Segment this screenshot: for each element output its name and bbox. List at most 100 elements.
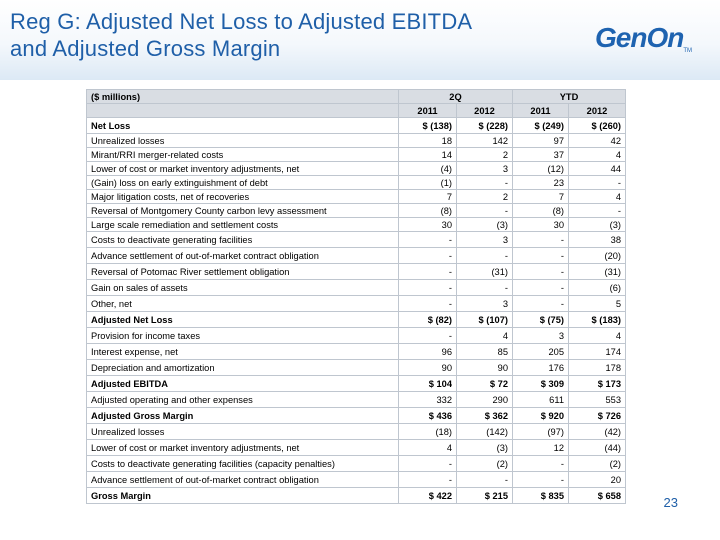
row-value: 176 — [512, 359, 569, 376]
row-value: 90 — [398, 359, 457, 376]
row-value: (31) — [567, 263, 627, 280]
row-value: - — [456, 279, 513, 296]
row-value: (31) — [456, 263, 513, 280]
row-label: Interest expense, net — [86, 343, 399, 360]
slide-title: Reg G: Adjusted Net Loss to Adjusted EBI… — [10, 8, 570, 62]
table-row: Adjusted Gross Margin $ 436 $ 362 $ 920 $ 72… — [86, 407, 627, 424]
table-row: Unrealized losses 18 142 97 42 — [86, 133, 627, 148]
row-value: 14 — [398, 147, 457, 162]
row-label: Advance settlement of out-of-market cont… — [86, 471, 399, 488]
row-label: Depreciation and amortization — [86, 359, 399, 376]
row-value: (4) — [398, 161, 457, 176]
row-value: (12) — [512, 161, 569, 176]
table-row: (Gain) loss on early extinguishment of d… — [86, 175, 627, 190]
logo-text: GenOn — [594, 22, 684, 53]
row-label: Provision for income taxes — [86, 327, 399, 344]
row-value: 611 — [512, 391, 569, 408]
row-value: 4 — [398, 439, 457, 456]
row-value: $ (260) — [567, 117, 627, 134]
group-header-2q: 2Q — [398, 89, 513, 104]
row-value: (6) — [567, 279, 627, 296]
table-row: Other, net -3-5 — [86, 295, 627, 312]
row-value: $ 658 — [567, 487, 627, 504]
table-row: Interest expense, net 96 85 205 174 — [86, 343, 627, 360]
row-value: 205 — [512, 343, 569, 360]
table-row: Reversal of Montgomery County carbon lev… — [86, 203, 627, 218]
row-value: 3 — [456, 161, 513, 176]
table-row: Provision for income taxes -4 3 4 — [86, 327, 627, 344]
row-value: 97 — [512, 133, 569, 148]
row-value: (142) — [456, 423, 513, 440]
row-value: 85 — [456, 343, 513, 360]
table-row: Depreciation and amortization 90 90 176 178 — [86, 359, 627, 376]
row-value: 90 — [456, 359, 513, 376]
row-value: - — [456, 203, 513, 218]
row-value: 96 — [398, 343, 457, 360]
row-label: Reversal of Potomac River settlement obl… — [86, 263, 399, 280]
row-value: $ (228) — [456, 117, 513, 134]
table-row: Adjusted operating and other expenses 332… — [86, 391, 627, 408]
row-value: - — [398, 279, 457, 296]
row-value: (2) — [456, 455, 513, 472]
table-row: Costs to deactivate generating facilitie… — [86, 231, 627, 248]
row-value: 4 — [567, 327, 627, 344]
row-value: 30 — [512, 217, 569, 232]
table-row: Unrealized losses (18) (142) (97) (42) — [86, 423, 627, 440]
row-label: Lower of cost or market inventory adjust… — [86, 439, 399, 456]
page-number: 23 — [663, 495, 678, 510]
row-value: $ (249) — [512, 117, 569, 134]
row-value: $ (183) — [567, 311, 627, 328]
row-value: 553 — [567, 391, 627, 408]
row-value: 7 — [398, 189, 457, 204]
row-value: - — [512, 247, 569, 264]
row-value: - — [456, 247, 513, 264]
row-value: 2 — [456, 147, 513, 162]
row-label: Lower of cost or market inventory adjust… — [86, 161, 399, 176]
year-header-ytd-2011: 2011 — [512, 103, 569, 118]
row-label: Reversal of Montgomery County carbon lev… — [86, 203, 399, 218]
row-value: 290 — [456, 391, 513, 408]
row-label: Mirant/RRI merger-related costs — [86, 147, 399, 162]
table-row: Costs to deactivate generating facilitie… — [86, 455, 627, 472]
table-row: Gain on sales of assets - - - (6) — [86, 279, 627, 296]
year-header-2q-2011: 2011 — [398, 103, 457, 118]
year-header-ytd-2012: 2012 — [567, 103, 627, 118]
row-value: $ 104 — [398, 375, 457, 392]
table-year-header-row: 2011 2012 2011 2012 — [86, 103, 627, 118]
table-row: Lower of cost or market inventory adjust… — [86, 439, 627, 456]
row-value: - — [456, 471, 513, 488]
row-value: (1) — [398, 175, 457, 190]
row-value: 3 — [456, 231, 513, 248]
table-row: Advance settlement of out-of-market cont… — [86, 247, 627, 264]
row-value: - — [512, 231, 569, 248]
title-line-2: and Adjusted Gross Margin — [10, 36, 281, 61]
row-label: (Gain) loss on early extinguishment of d… — [86, 175, 399, 190]
row-value: 2 — [456, 189, 513, 204]
row-label: Costs to deactivate generating facilitie… — [86, 231, 399, 248]
row-value: - — [398, 471, 457, 488]
table-row: Adjusted Net Loss $ (82) $ (107) $ (75) $ (1… — [86, 311, 627, 328]
row-value: (3) — [456, 217, 513, 232]
row-value: - — [512, 455, 569, 472]
row-label: Adjusted Gross Margin — [86, 407, 399, 424]
row-value: (3) — [456, 439, 513, 456]
row-label: Adjusted operating and other expenses — [86, 391, 399, 408]
row-label: Adjusted Net Loss — [86, 311, 399, 328]
row-value: $ (107) — [456, 311, 513, 328]
row-value: $ 72 — [456, 375, 513, 392]
row-value: - — [398, 263, 457, 280]
row-value: - — [512, 263, 569, 280]
row-value: 18 — [398, 133, 457, 148]
row-value: 178 — [567, 359, 627, 376]
row-value: $ 362 — [456, 407, 513, 424]
row-value: (8) — [512, 203, 569, 218]
row-value: 142 — [456, 133, 513, 148]
row-value: $ 436 — [398, 407, 457, 424]
row-value: (44) — [567, 439, 627, 456]
table-row: Major litigation costs, net of recoverie… — [86, 189, 627, 204]
row-value: (8) — [398, 203, 457, 218]
row-label: Net Loss — [86, 117, 399, 134]
row-value: (20) — [567, 247, 627, 264]
table-row: Advance settlement of out-of-market cont… — [86, 471, 627, 488]
row-value: 42 — [567, 133, 627, 148]
